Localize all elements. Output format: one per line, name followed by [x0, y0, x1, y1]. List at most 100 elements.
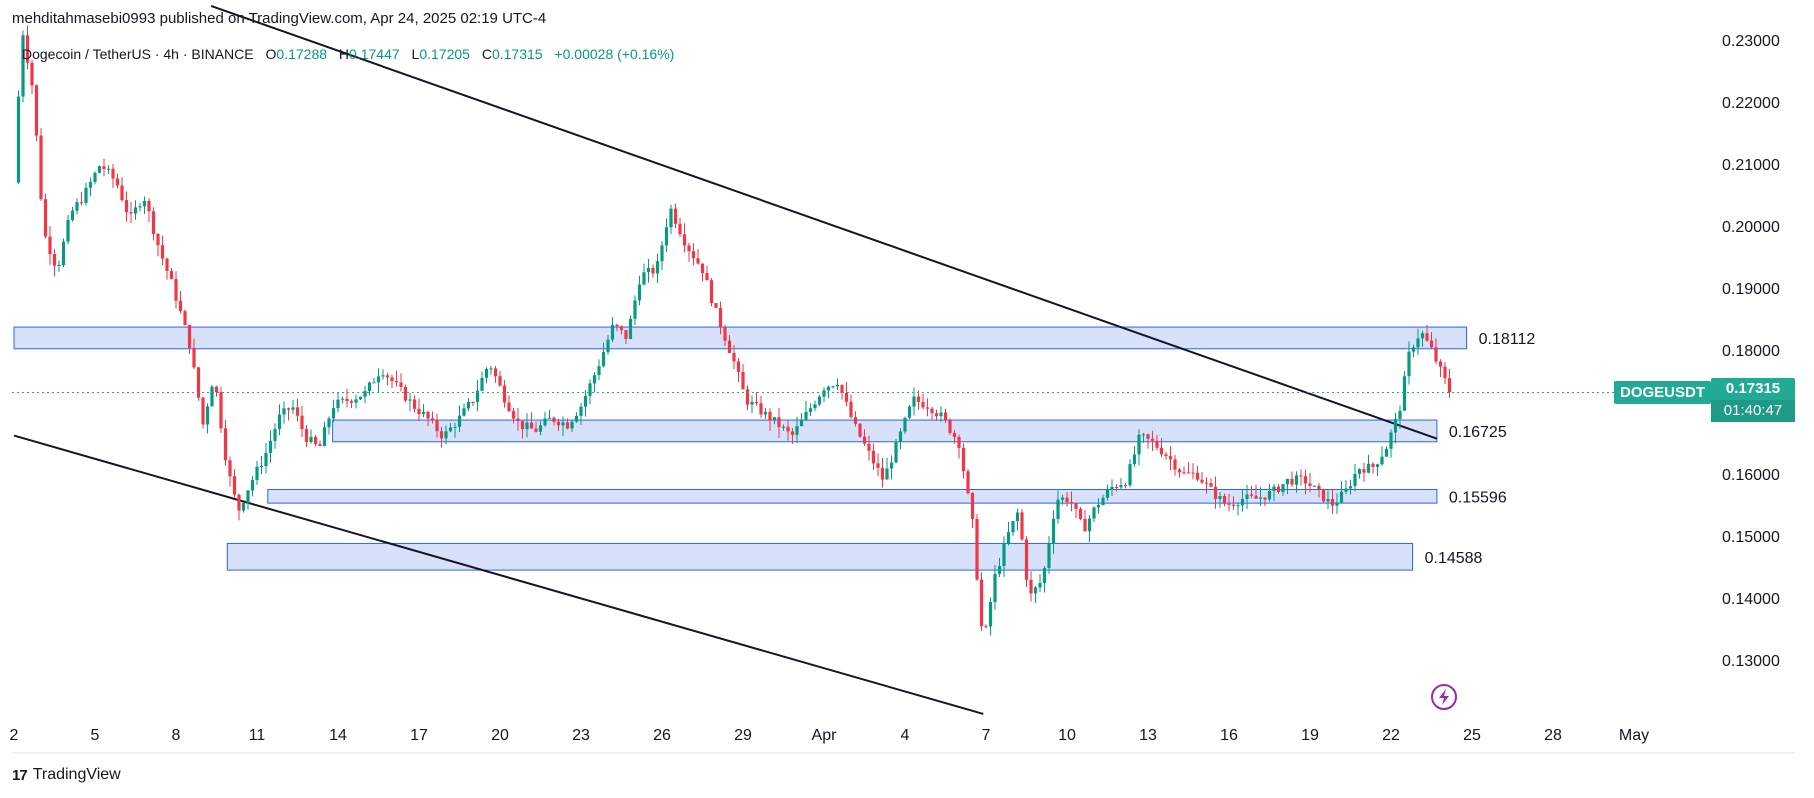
- candle-231: [1056, 490, 1060, 524]
- candle-193: [885, 457, 889, 480]
- candle-147: [678, 218, 682, 237]
- tradingview-brand[interactable]: 17 TradingView: [12, 766, 121, 784]
- candle-264: [1204, 477, 1209, 494]
- candle-53: [255, 460, 259, 485]
- candle-126: [583, 390, 588, 417]
- candle-239: [1092, 506, 1096, 523]
- zone-labels-layer: 0.18112 0.16725 0.15596 0.14588: [1425, 331, 1536, 567]
- x-tick-2: 2: [10, 727, 19, 744]
- candle-259: [1182, 466, 1186, 475]
- x-tick-14: 14: [329, 727, 347, 744]
- y-axis[interactable]: 0.23000 0.22000 0.21000 0.20000 0.19000 0.180…: [1722, 33, 1780, 670]
- candle-228: [1042, 565, 1047, 593]
- candle-209: [957, 434, 961, 459]
- candle-122: [565, 418, 570, 430]
- candle-body: [1294, 475, 1299, 485]
- candle-body: [430, 418, 435, 420]
- candle-206: [943, 408, 948, 423]
- x-tick-11: 11: [249, 727, 266, 744]
- candle-245: [1119, 478, 1123, 489]
- candle-body: [318, 444, 322, 447]
- legend-low: 0.17205: [419, 46, 470, 62]
- candle-body: [615, 324, 619, 327]
- candle-84: [394, 370, 399, 387]
- candle-85: [399, 373, 403, 392]
- candle-109: [507, 395, 511, 413]
- candle-body: [799, 419, 804, 427]
- x-tick-19: 19: [1301, 727, 1319, 744]
- candle-body: [1141, 434, 1146, 436]
- candle-body: [435, 419, 439, 432]
- candle-body: [327, 418, 331, 428]
- candle-body: [889, 462, 894, 469]
- candle-224: [1024, 536, 1029, 588]
- x-axis[interactable]: 2 5 8 11 14 17 20 23 26 29 Apr 4 7 10 13 16 19 22 25 28 May: [10, 727, 1650, 744]
- candle-19: [102, 158, 106, 177]
- candle-body: [1227, 503, 1231, 505]
- candle-97: [453, 422, 457, 438]
- candle-body: [943, 412, 948, 420]
- candle-238: [1087, 515, 1092, 542]
- candle-255: [1164, 452, 1168, 460]
- candle-156: [718, 301, 723, 335]
- x-tick-20: 20: [491, 727, 509, 744]
- candle-62: [295, 398, 300, 422]
- y-tick-0.15000: 0.15000: [1722, 529, 1780, 546]
- candle-291: [1326, 490, 1330, 510]
- x-tick-29: 29: [734, 727, 752, 744]
- candle-body: [556, 421, 561, 426]
- candle-87: [408, 392, 412, 412]
- candle-317: [1443, 362, 1447, 385]
- candle-248: [1132, 446, 1137, 468]
- candle-body: [1429, 340, 1434, 348]
- candle-body: [849, 401, 853, 418]
- candle-165: [759, 395, 763, 418]
- candle-290: [1321, 488, 1326, 504]
- candle-250: [1141, 433, 1146, 443]
- legend-symbol[interactable]: Dogecoin / TetherUS · 4h · BINANCE: [22, 46, 254, 62]
- zone-rect-0.14588: [226, 542, 1414, 571]
- candle-262: [1195, 465, 1200, 482]
- last-price-tag: 0.17315 01:40:47: [1711, 378, 1795, 422]
- candle-161: [741, 364, 745, 390]
- y-tick-0.22000: 0.22000: [1722, 95, 1780, 112]
- candle-139: [642, 263, 646, 286]
- candle-body: [619, 326, 624, 331]
- candle-299: [1362, 462, 1366, 482]
- x-tick-4: 4: [901, 727, 910, 744]
- candle-body: [1393, 418, 1398, 433]
- candle-body: [178, 300, 183, 312]
- candle-body: [552, 417, 556, 422]
- candle-body: [115, 178, 120, 186]
- candle-body: [79, 202, 84, 204]
- candle-body: [876, 463, 880, 468]
- candle-64: [304, 424, 309, 448]
- candle-body: [408, 399, 412, 401]
- candle-52: [250, 475, 255, 497]
- candle-232: [1060, 494, 1065, 505]
- candle-8: [52, 249, 57, 277]
- symbol-legend: Dogecoin / TetherUS · 4h · BINANCE O0.17…: [22, 46, 674, 62]
- lightning-icon[interactable]: [1431, 684, 1457, 710]
- last-price-value: 0.17315: [1725, 380, 1781, 397]
- candle-146: [673, 203, 678, 229]
- candle-4: [34, 84, 39, 142]
- candle-body: [403, 386, 408, 401]
- candle-265: [1209, 478, 1213, 488]
- candle-body: [1146, 434, 1150, 439]
- candle-92: [430, 411, 435, 424]
- candle-body: [412, 399, 417, 409]
- candle-205: [939, 406, 943, 422]
- candle-184: [844, 382, 849, 407]
- x-tick-7: 7: [982, 727, 991, 744]
- candle-body: [511, 411, 516, 419]
- candle-body: [772, 417, 777, 421]
- candle-164: [754, 391, 759, 406]
- candle-body: [727, 340, 732, 354]
- candle-body: [138, 206, 142, 208]
- candle-body: [1020, 512, 1024, 540]
- candle-162: [745, 385, 750, 411]
- candle-body: [241, 502, 246, 511]
- candle-130: [601, 342, 606, 368]
